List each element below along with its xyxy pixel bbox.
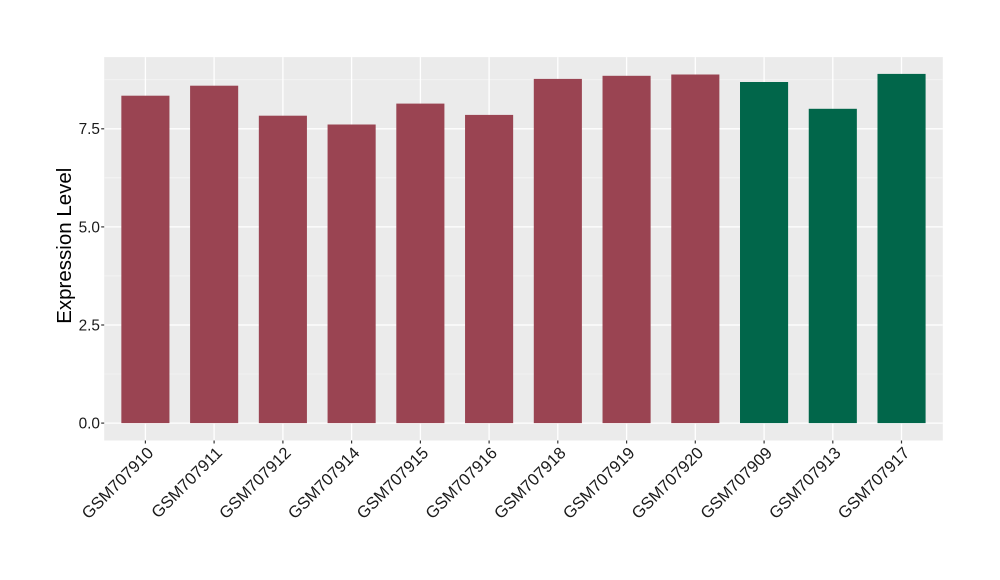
svg-text:GSM707918: GSM707918 [490, 443, 569, 522]
svg-text:GSM707917: GSM707917 [834, 443, 913, 522]
svg-text:5.0: 5.0 [79, 219, 100, 236]
svg-text:GSM707919: GSM707919 [559, 443, 638, 522]
svg-text:GSM707914: GSM707914 [284, 443, 363, 522]
svg-text:GSM707916: GSM707916 [422, 443, 501, 522]
svg-text:7.5: 7.5 [79, 121, 100, 138]
svg-text:Expression Level: Expression Level [53, 168, 76, 324]
svg-text:GSM707910: GSM707910 [78, 443, 157, 522]
svg-text:GSM707920: GSM707920 [628, 443, 707, 522]
svg-text:GSM707915: GSM707915 [353, 443, 432, 522]
svg-text:2.5: 2.5 [79, 317, 100, 334]
svg-text:0.0: 0.0 [79, 416, 100, 433]
svg-text:GSM707912: GSM707912 [215, 443, 294, 522]
svg-text:GSM707913: GSM707913 [765, 443, 844, 522]
svg-text:GSM707909: GSM707909 [697, 443, 776, 522]
svg-text:GSM707911: GSM707911 [147, 443, 225, 521]
